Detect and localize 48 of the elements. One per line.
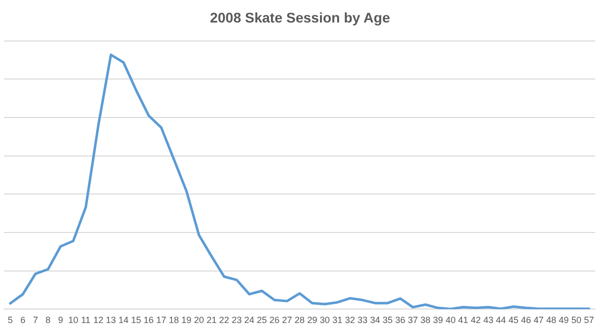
x-tick-label: 6: [20, 315, 26, 326]
x-tick-label: 37: [408, 315, 418, 326]
x-tick-label: 21: [206, 315, 217, 326]
x-tick-label: 36: [395, 315, 406, 326]
x-tick-label: 48: [546, 315, 556, 326]
x-tick-label: 14: [118, 315, 129, 326]
x-tick-label: 39: [432, 315, 444, 326]
x-tick-label: 38: [420, 315, 430, 326]
x-tick-label: 16: [144, 315, 154, 326]
x-tick-label: 25: [256, 315, 267, 326]
x-tick-label: 42: [470, 315, 481, 326]
x-tick-label: 12: [93, 315, 104, 326]
chart-title: 2008 Skate Session by Age: [210, 9, 390, 26]
x-tick-label: 28: [294, 315, 305, 326]
x-tick-label: 19: [181, 315, 192, 326]
x-tick-label: 24: [244, 315, 254, 326]
x-tick-label: 32: [344, 315, 355, 326]
x-tick-label: 49: [558, 315, 569, 326]
x-tick-label: 43: [483, 315, 494, 326]
x-tick-label: 22: [219, 315, 230, 326]
x-tick-label: 20: [194, 315, 204, 326]
x-tick-label: 46: [521, 315, 532, 326]
x-tick-label: 35: [382, 315, 393, 326]
x-tick-label: 57: [584, 315, 594, 326]
x-tick-label: 34: [370, 315, 380, 326]
x-tick-label: 7: [32, 315, 38, 326]
x-tick-label: 50: [571, 315, 582, 326]
x-tick-label: 15: [131, 315, 142, 326]
x-tick-label: 33: [358, 315, 368, 326]
x-tick-label: 11: [81, 315, 90, 326]
x-tick-label: 5: [8, 315, 13, 326]
x-tick-label: 27: [282, 315, 292, 326]
x-tick-label: 23: [232, 315, 242, 326]
x-tick-label: 9: [58, 315, 64, 326]
x-tick-label: 13: [106, 315, 116, 326]
x-tick-label: 47: [534, 315, 544, 326]
x-tick-label: 18: [168, 315, 179, 326]
x-tick-label: 8: [46, 315, 51, 326]
x-tick-label: 29: [307, 315, 318, 326]
x-tick-label: 17: [156, 315, 166, 326]
x-tick-label: 30: [320, 315, 330, 326]
x-tick-label: 10: [68, 315, 78, 326]
x-tick-label: 40: [446, 315, 456, 326]
x-tick-label: 26: [269, 315, 280, 326]
x-tick-label: 44: [496, 315, 506, 326]
x-tick-label: 41: [458, 315, 468, 326]
x-tick-label: 45: [508, 315, 518, 326]
x-tick-label: 31: [332, 315, 342, 326]
